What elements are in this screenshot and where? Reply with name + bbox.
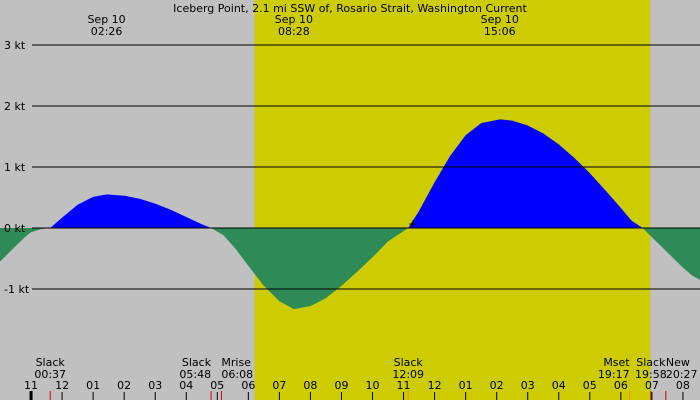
- event-label: Slack: [36, 356, 66, 369]
- y-tick-label: 3 kt: [4, 39, 26, 52]
- current-marker: +: [408, 217, 418, 231]
- x-hour-label: 12: [55, 379, 69, 392]
- x-hour-label: 05: [210, 379, 224, 392]
- x-hour-label: 01: [86, 379, 100, 392]
- peak-date-label: Sep 10: [275, 13, 313, 26]
- event-label: Slack: [182, 356, 212, 369]
- x-hour-label: 07: [272, 379, 286, 392]
- x-hour-label: 09: [334, 379, 348, 392]
- x-hour-label: 02: [117, 379, 131, 392]
- ebb-area-0: [0, 228, 51, 262]
- event-time-label: 06:08: [221, 368, 253, 381]
- event-time-label: 00:37: [34, 368, 66, 381]
- event-label: New: [666, 356, 690, 369]
- x-hour-label: 08: [676, 379, 690, 392]
- x-hour-label: 03: [521, 379, 535, 392]
- flood-area-1: [50, 194, 212, 228]
- flood-area-3: [408, 119, 643, 228]
- x-hour-label: 02: [490, 379, 504, 392]
- event-time-label: 20:27: [666, 368, 698, 381]
- peak-date-label: Sep 10: [481, 13, 519, 26]
- event-label: Slack: [636, 356, 666, 369]
- y-tick-label: 0 kt: [4, 222, 26, 235]
- peak-time-label: 08:28: [278, 25, 310, 38]
- x-hour-label: 12: [428, 379, 442, 392]
- x-hour-label: 11: [24, 379, 38, 392]
- chart-title: Iceberg Point, 2.1 mi SSW of, Rosario St…: [173, 2, 527, 15]
- event-label: Slack: [394, 356, 424, 369]
- event-label: Mrise: [221, 356, 251, 369]
- x-hour-label: 10: [366, 379, 380, 392]
- y-tick-label: 1 kt: [4, 161, 26, 174]
- ebb-area-2: [211, 228, 409, 310]
- y-tick-label: -1 kt: [4, 283, 30, 296]
- x-hour-label: 07: [645, 379, 659, 392]
- x-hour-label: 06: [614, 379, 628, 392]
- event-time-label: 12:09: [392, 368, 424, 381]
- x-hour-label: 08: [303, 379, 317, 392]
- event-time-label: 05:48: [179, 368, 211, 381]
- x-hour-label: 01: [459, 379, 473, 392]
- event-time-label: 19:17: [598, 368, 630, 381]
- x-hour-label: 04: [179, 379, 193, 392]
- event-time-label: 19:58: [635, 368, 667, 381]
- y-tick-label: 2 kt: [4, 100, 26, 113]
- x-hour-label: 03: [148, 379, 162, 392]
- peak-date-label: Sep 10: [87, 13, 125, 26]
- peak-time-label: 02:26: [91, 25, 123, 38]
- x-hour-label: 04: [552, 379, 566, 392]
- peak-time-label: 15:06: [484, 25, 516, 38]
- event-label: Mset: [603, 356, 630, 369]
- ebb-area-4: [642, 228, 700, 280]
- x-hour-label: 11: [397, 379, 411, 392]
- x-hour-label: 05: [583, 379, 597, 392]
- x-hour-label: 06: [241, 379, 255, 392]
